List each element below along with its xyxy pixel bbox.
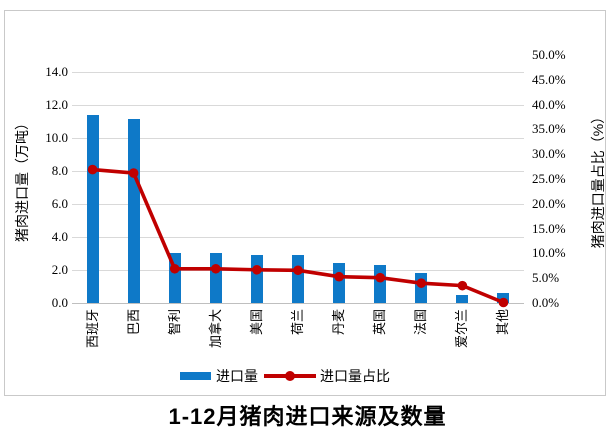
line-series — [87, 164, 509, 308]
legend-item-line: 进口量占比 — [258, 366, 390, 386]
x-category-label-巴西: 巴西 — [125, 309, 141, 336]
line-point-丹麦 — [334, 271, 344, 282]
right-tick-label: 40.0% — [532, 96, 566, 112]
bar-巴西 — [127, 119, 140, 303]
right-tick-label: 0.0% — [532, 295, 560, 310]
right-tick-label: 25.0% — [532, 171, 566, 186]
right-tick-label: 20.0% — [532, 195, 566, 211]
gridline — [72, 236, 524, 238]
right-tick-label: 45.0% — [532, 71, 566, 87]
plot-area — [72, 55, 524, 308]
gridline — [72, 71, 524, 73]
legend-label-line: 进口量占比 — [320, 368, 390, 384]
legend-item-bar: 进口量 — [180, 366, 258, 386]
left-tick-label: 10.0 — [45, 129, 68, 145]
line-point-巴西 — [128, 168, 139, 178]
left-tick-label: 0.0 — [51, 295, 68, 310]
line-point-加拿大 — [211, 263, 221, 274]
line-point-智利 — [169, 263, 180, 274]
gridline — [72, 137, 524, 139]
right-tick-label: 35.0% — [532, 121, 566, 137]
left-tick-label: 6.0 — [51, 195, 68, 211]
line-path — [92, 167, 505, 305]
left-tick-label: 12.0 — [45, 96, 68, 112]
chart-area — [4, 10, 606, 396]
right-tick-label: 10.0% — [532, 245, 566, 261]
line-point-荷兰 — [293, 265, 303, 276]
right-tick-label: 50.0% — [532, 47, 566, 62]
left-tick-label: 4.0 — [51, 228, 68, 244]
chart-title: 1-12月猪肉进口来源及数量 — [168, 404, 447, 429]
left-tick-label: 2.0 — [51, 261, 68, 277]
bar-爱尔兰 — [456, 294, 469, 303]
line-point-其他 — [498, 297, 509, 308]
x-category-label-英国: 英国 — [372, 309, 388, 336]
x-category-label-加拿大: 加拿大 — [207, 309, 223, 349]
line-point-西班牙 — [87, 164, 98, 175]
x-category-label-爱尔兰: 爱尔兰 — [454, 309, 470, 349]
gridline — [72, 203, 524, 205]
right-axis-title: 猪肉进口量占比（%） — [590, 109, 606, 249]
gridline — [72, 104, 524, 106]
x-category-label-美国: 美国 — [248, 309, 264, 336]
gridline — [72, 170, 524, 172]
right-tick-label: 30.0% — [532, 146, 566, 162]
line-point-法国 — [416, 278, 427, 288]
legend-label-bar: 进口量 — [216, 368, 258, 384]
right-tick-label: 15.0% — [532, 220, 566, 236]
x-axis-line — [72, 303, 524, 304]
x-category-label-法国: 法国 — [413, 309, 429, 336]
x-category-label-丹麦: 丹麦 — [331, 309, 347, 336]
line-point-美国 — [252, 264, 262, 275]
line-point-爱尔兰 — [457, 280, 468, 291]
x-category-label-智利: 智利 — [166, 309, 182, 336]
x-category-label-荷兰: 荷兰 — [290, 309, 305, 336]
line-series-swatch-icon — [264, 371, 316, 381]
bar-series-swatch-icon — [180, 372, 211, 380]
legend: 进口量 进口量占比 — [180, 366, 390, 386]
x-category-label-西班牙: 西班牙 — [84, 309, 100, 349]
right-tick-label: 5.0% — [532, 270, 560, 286]
line-point-英国 — [375, 272, 385, 283]
bar-西班牙 — [86, 114, 99, 303]
x-category-label-其他: 其他 — [495, 309, 511, 336]
left-tick-label: 14.0 — [45, 63, 68, 79]
left-tick-label: 8.0 — [51, 162, 68, 178]
